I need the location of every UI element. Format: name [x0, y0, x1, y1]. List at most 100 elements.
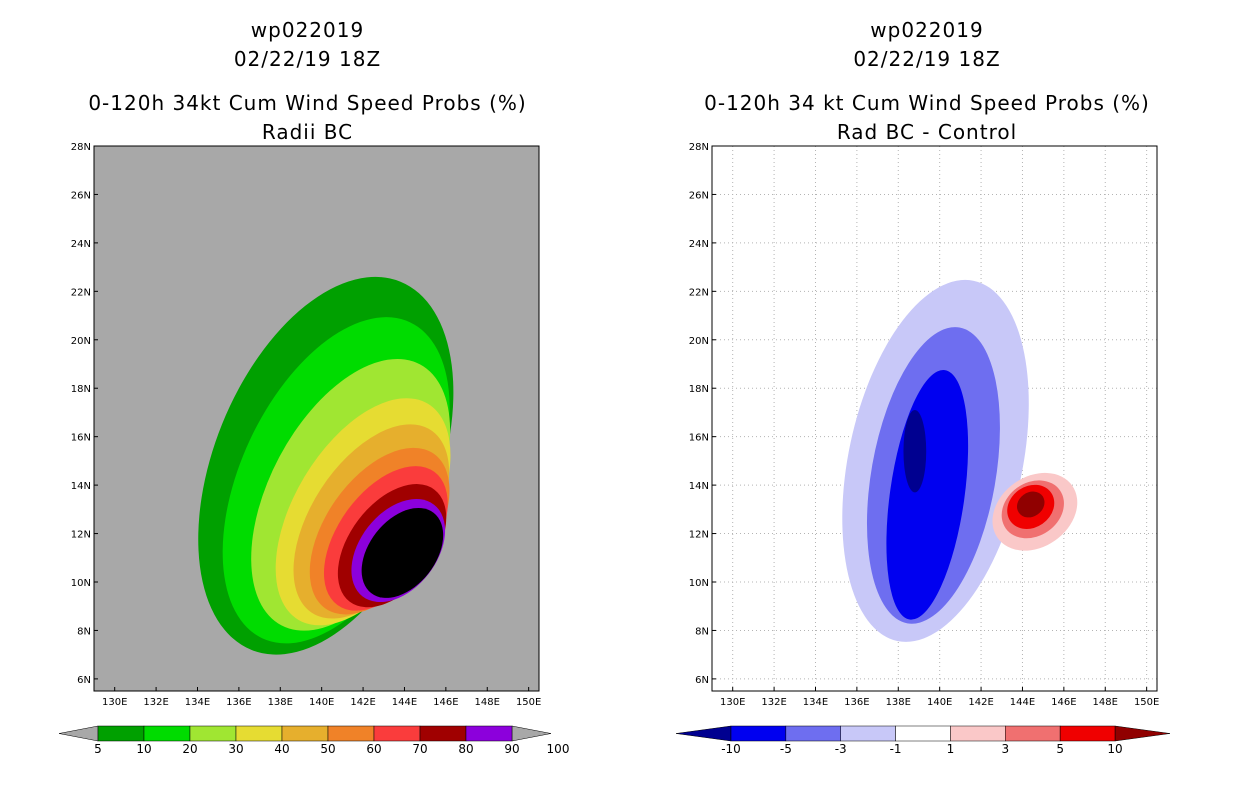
left-xtick-label: 130E	[102, 697, 127, 708]
right-ytick-label: 26N	[689, 190, 709, 201]
right-contour-level-10	[1016, 491, 1045, 518]
right-ytick-label: 22N	[689, 287, 709, 298]
left-chart-subtitle: Radii BC	[261, 120, 354, 144]
left-datetime: 02/22/19 18Z	[233, 47, 382, 71]
right-ytick-label: 24N	[689, 239, 709, 250]
right-chart-title: 0-120h 34 kt Cum Wind Speed Probs (%)	[704, 91, 1150, 115]
right-colorbar-label: 3	[1001, 742, 1009, 756]
right-colorbar-high-arrow	[1114, 725, 1171, 742]
right-ytick-label: 28N	[689, 142, 709, 153]
left-colorbar-label: 90	[504, 742, 519, 756]
left-ytick-label: 24N	[71, 239, 91, 250]
right-plot-frame	[711, 145, 1158, 692]
left-ytick-label: 20N	[71, 336, 91, 347]
left-ytick-label: 6N	[77, 675, 91, 686]
left-colorbar-label: 60	[366, 742, 381, 756]
right-chart-subtitle: Rad BC - Control	[836, 120, 1018, 144]
left-ytick-label: 28N	[71, 142, 91, 153]
right-ytick-label: 16N	[689, 433, 709, 444]
right-storm-id: wp022019	[870, 18, 984, 42]
left-colorbar-label: 50	[320, 742, 335, 756]
right-colorbar-label: -3	[835, 742, 847, 756]
right-ytick-label: 6N	[695, 675, 709, 686]
left-xtick-label: 146E	[433, 697, 458, 708]
left-ytick-label: 12N	[71, 530, 91, 541]
left-colorbar-label: 80	[458, 742, 473, 756]
right-xtick-label: 150E	[1134, 697, 1159, 708]
right-ytick-label: 12N	[689, 530, 709, 541]
right-colorbar-label: 5	[1056, 742, 1064, 756]
left-ytick-label: 22N	[71, 287, 91, 298]
left-storm-id: wp022019	[250, 18, 365, 42]
left-xtick-label: 140E	[309, 697, 334, 708]
right-contour-level-neg10	[903, 410, 927, 493]
right-colorbar-swatch	[1005, 725, 1061, 742]
right-xtick-label: 144E	[1010, 697, 1035, 708]
right-ytick-label: 18N	[689, 384, 709, 395]
left-colorbar-label: 20	[182, 742, 197, 756]
left-xtick-label: 136E	[226, 697, 251, 708]
right-colorbar-label: 1	[947, 742, 955, 756]
left-colorbar-low-arrow	[58, 725, 99, 742]
right-xtick-label: 138E	[886, 697, 911, 708]
right-xtick-label: 134E	[803, 697, 828, 708]
left-contour-group	[198, 276, 454, 655]
right-xtick-label: 146E	[1051, 697, 1076, 708]
right-xtick-label: 142E	[968, 697, 993, 708]
right-colorbar-swatch	[840, 725, 896, 742]
left-colorbar-label: 10	[136, 742, 151, 756]
left-ytick-label: 14N	[71, 481, 91, 492]
left-colorbar-swatch	[327, 725, 375, 742]
right-colorbar-swatch	[785, 725, 841, 742]
left-colorbar-label: 40	[274, 742, 289, 756]
right-colorbar-label: 10	[1107, 742, 1122, 756]
right-ytick-label: 20N	[689, 336, 709, 347]
left-colorbar-swatch	[189, 725, 237, 742]
left-colorbar-swatch	[143, 725, 191, 742]
left-ytick-label: 8N	[77, 626, 91, 637]
left-xtick-label: 134E	[185, 697, 210, 708]
left-colorbar-label: 100	[547, 742, 570, 756]
left-xtick-label: 132E	[143, 697, 168, 708]
left-ytick-label: 10N	[71, 578, 91, 589]
left-xtick-label: 142E	[350, 697, 375, 708]
right-xtick-label: 136E	[844, 697, 869, 708]
right-colorbar-swatch	[1059, 725, 1116, 742]
right-xtick-label: 140E	[927, 697, 952, 708]
left-plot-frame	[93, 145, 540, 692]
left-colorbar-swatch	[281, 725, 329, 742]
right-colorbar-swatch	[950, 725, 1006, 742]
left-colorbar-swatch	[373, 725, 421, 742]
left-xtick-label: 148E	[475, 697, 500, 708]
left-ytick-label: 26N	[71, 190, 91, 201]
left-colorbar-swatch	[97, 725, 145, 742]
left-xtick-label: 138E	[268, 697, 293, 708]
left-colorbar-swatch	[419, 725, 467, 742]
right-colorbar-label: -5	[780, 742, 792, 756]
right-xtick-label: 132E	[761, 697, 786, 708]
left-colorbar-label: 30	[228, 742, 243, 756]
left-xtick-label: 144E	[392, 697, 417, 708]
left-ytick-label: 16N	[71, 433, 91, 444]
left-colorbar-high-arrow	[511, 725, 552, 742]
right-xtick-label: 130E	[720, 697, 745, 708]
left-colorbar-swatch	[465, 725, 513, 742]
left-colorbar-swatch	[235, 725, 283, 742]
left-xtick-label: 150E	[516, 697, 541, 708]
right-xtick-label: 148E	[1093, 697, 1118, 708]
left-contour-level-90	[361, 507, 444, 598]
left-chart-title: 0-120h 34kt Cum Wind Speed Probs (%)	[88, 91, 527, 115]
right-ytick-label: 14N	[689, 481, 709, 492]
right-datetime: 02/22/19 18Z	[853, 47, 1001, 71]
right-colorbar-label: -1	[890, 742, 902, 756]
right-ytick-label: 10N	[689, 578, 709, 589]
right-colorbar-low-arrow	[675, 725, 732, 742]
left-colorbar-label: 5	[94, 742, 102, 756]
left-colorbar-label: 70	[412, 742, 427, 756]
right-colorbar-swatch	[895, 725, 951, 742]
left-ytick-label: 18N	[71, 384, 91, 395]
right-colorbar-label: -10	[721, 742, 741, 756]
right-colorbar-swatch	[730, 725, 787, 742]
right-contour-group	[842, 279, 1078, 642]
